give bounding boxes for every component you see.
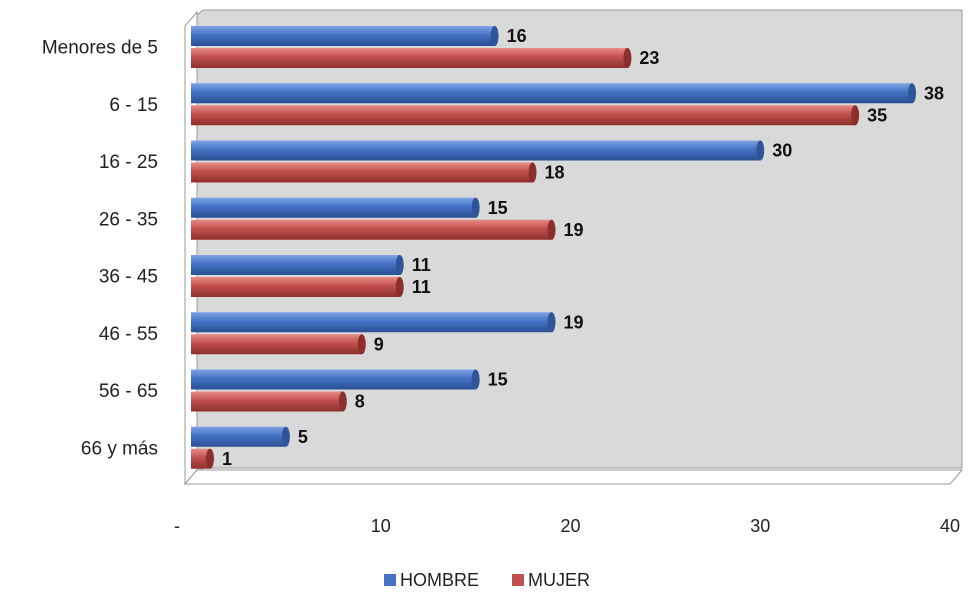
legend-swatch-hombre bbox=[384, 574, 396, 586]
x-tick-label-1: 10 bbox=[371, 516, 391, 536]
data-label-mujer-3: 19 bbox=[564, 220, 584, 240]
bar-hombre-2 bbox=[191, 140, 761, 161]
bar-mujer-6 bbox=[191, 391, 343, 412]
data-label-mujer-0: 23 bbox=[639, 48, 659, 68]
data-label-hombre-3: 15 bbox=[488, 198, 508, 218]
bar-hombre-7 bbox=[191, 426, 286, 447]
category-label-3: 26 - 35 bbox=[99, 209, 158, 230]
bar-cap-hombre-0 bbox=[490, 26, 499, 46]
legend-label-mujer: MUJER bbox=[528, 570, 590, 590]
bars-group bbox=[191, 26, 917, 469]
plot-area bbox=[183, 9, 964, 486]
bar-cap-mujer-7 bbox=[205, 448, 214, 469]
legend-swatch-mujer bbox=[512, 574, 524, 586]
bar-cap-hombre-7 bbox=[281, 426, 290, 447]
bar-mujer-7 bbox=[191, 448, 210, 469]
data-label-hombre-0: 16 bbox=[507, 26, 527, 46]
bar-cap-hombre-6 bbox=[471, 369, 480, 390]
x-tick-label-4: 40 bbox=[940, 516, 960, 536]
bar-hombre-1 bbox=[191, 83, 913, 104]
bar-cap-hombre-2 bbox=[756, 140, 765, 161]
bar-cap-mujer-3 bbox=[547, 219, 556, 240]
data-label-hombre-4: 11 bbox=[412, 255, 431, 275]
legend-label-hombre: HOMBRE bbox=[400, 570, 479, 590]
data-label-mujer-7: 1 bbox=[222, 449, 232, 469]
bar-hombre-4 bbox=[191, 255, 400, 275]
bar-mujer-3 bbox=[191, 219, 552, 240]
bar-hombre-5 bbox=[191, 312, 552, 333]
category-label-0: Menores de 5 bbox=[42, 38, 158, 59]
data-label-mujer-1: 35 bbox=[867, 105, 887, 125]
bar-cap-mujer-2 bbox=[528, 162, 537, 183]
x-tick-label-3: 30 bbox=[750, 516, 770, 536]
bar-cap-hombre-5 bbox=[547, 312, 556, 333]
chart-side-wall bbox=[184, 10, 198, 486]
bar-cap-mujer-5 bbox=[357, 334, 366, 355]
category-label-1: 6 - 15 bbox=[109, 95, 158, 116]
bar-hombre-0 bbox=[191, 26, 495, 46]
bar-hombre-6 bbox=[191, 369, 476, 390]
bar-mujer-4 bbox=[191, 277, 400, 297]
data-label-mujer-4: 11 bbox=[412, 277, 431, 297]
data-label-hombre-7: 5 bbox=[298, 427, 308, 447]
bar-mujer-1 bbox=[191, 105, 856, 126]
data-label-mujer-6: 8 bbox=[355, 392, 365, 412]
bar-cap-hombre-1 bbox=[908, 83, 917, 104]
bar-cap-hombre-3 bbox=[471, 197, 480, 218]
bar-mujer-5 bbox=[191, 334, 362, 355]
bar-hombre-3 bbox=[191, 197, 476, 218]
chart-floor bbox=[183, 469, 964, 485]
bar-mujer-2 bbox=[191, 162, 533, 183]
category-label-2: 16 - 25 bbox=[99, 152, 158, 173]
data-label-hombre-2: 30 bbox=[772, 141, 792, 161]
data-label-hombre-1: 38 bbox=[924, 83, 944, 103]
bar-cap-mujer-1 bbox=[851, 105, 860, 126]
category-label-7: 66 y más bbox=[81, 438, 158, 459]
legend: HOMBRE MUJER bbox=[384, 570, 590, 590]
x-tick-label-0: - bbox=[174, 516, 180, 536]
x-tick-label-2: 20 bbox=[560, 516, 580, 536]
bar-cap-mujer-6 bbox=[338, 391, 347, 412]
bar-cap-mujer-4 bbox=[395, 277, 404, 297]
data-label-hombre-6: 15 bbox=[488, 370, 508, 390]
data-label-mujer-5: 9 bbox=[374, 334, 384, 354]
data-label-mujer-2: 18 bbox=[545, 163, 565, 183]
category-label-6: 56 - 65 bbox=[99, 381, 158, 402]
category-label-5: 46 - 55 bbox=[99, 324, 158, 345]
bar-cap-mujer-0 bbox=[623, 48, 632, 68]
bar-cap-hombre-4 bbox=[395, 255, 404, 275]
data-label-hombre-5: 19 bbox=[564, 312, 584, 332]
bar-mujer-0 bbox=[191, 48, 628, 68]
category-label-4: 36 - 45 bbox=[99, 267, 158, 288]
